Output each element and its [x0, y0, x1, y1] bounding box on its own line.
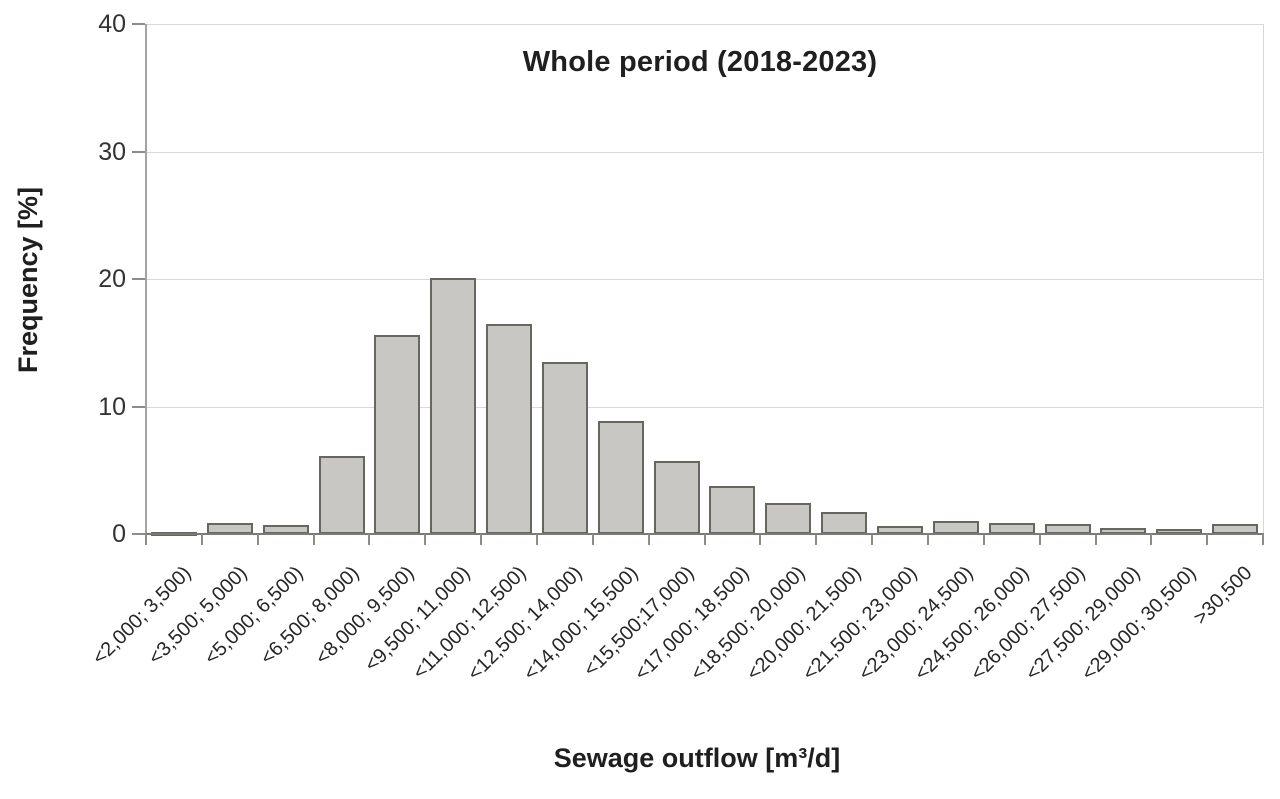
x-tick: [591, 534, 594, 545]
x-axis-title: Sewage outflow [m³/d]: [553, 743, 841, 773]
y-tick-label: 10: [98, 392, 126, 421]
bar: [597, 420, 644, 534]
x-tick: [145, 534, 147, 545]
y-tick-label: 20: [98, 265, 126, 293]
x-tick: [256, 534, 259, 545]
bar: [430, 277, 477, 534]
bar: [765, 503, 812, 534]
x-tick: [1038, 534, 1041, 545]
x-tick: [1094, 534, 1097, 545]
x-tick: [200, 534, 203, 545]
bar: [1044, 523, 1091, 534]
gridline-40: [146, 24, 1263, 25]
x-tick: [926, 534, 929, 545]
bar: [821, 512, 868, 534]
x-tick: [424, 534, 427, 545]
y-tick-label: 30: [98, 137, 126, 166]
bar: [374, 335, 421, 534]
gridline-30: [146, 151, 1263, 153]
x-tick: [368, 534, 371, 545]
bar: [486, 323, 532, 534]
x-tick: [703, 534, 706, 545]
gridline-10: [146, 406, 1263, 408]
x-tick: [536, 534, 538, 545]
bar: [709, 485, 756, 534]
bar: [1156, 528, 1203, 534]
bar: [1212, 523, 1259, 534]
x-tick: [759, 534, 762, 545]
y-tick-label: 40: [98, 10, 126, 38]
chart-title: Whole period (2018-2023): [522, 46, 878, 78]
y-tick-label: 0: [112, 520, 126, 548]
bar: [262, 525, 309, 534]
y-axis-title: Frequency [%]: [13, 186, 43, 374]
gridline-20: [146, 279, 1263, 280]
x-tick: [815, 534, 818, 545]
y-tick: [132, 278, 145, 280]
bar: [1100, 527, 1147, 534]
y-tick: [132, 405, 145, 408]
y-axis-line: [145, 24, 147, 535]
x-tick: [1150, 534, 1153, 545]
x-tick: [480, 534, 483, 545]
x-tick: [871, 534, 874, 545]
x-tick: [1206, 534, 1209, 545]
y-tick: [132, 150, 145, 153]
plot-right-border: [1263, 24, 1264, 534]
bar: [541, 361, 588, 534]
bar: [318, 456, 365, 534]
x-tick: [647, 534, 650, 545]
bar: [653, 461, 700, 534]
x-tick: [1262, 534, 1264, 545]
y-tick: [132, 533, 145, 535]
y-tick: [132, 23, 145, 25]
x-tick: [312, 534, 315, 545]
x-tick: [982, 534, 985, 545]
